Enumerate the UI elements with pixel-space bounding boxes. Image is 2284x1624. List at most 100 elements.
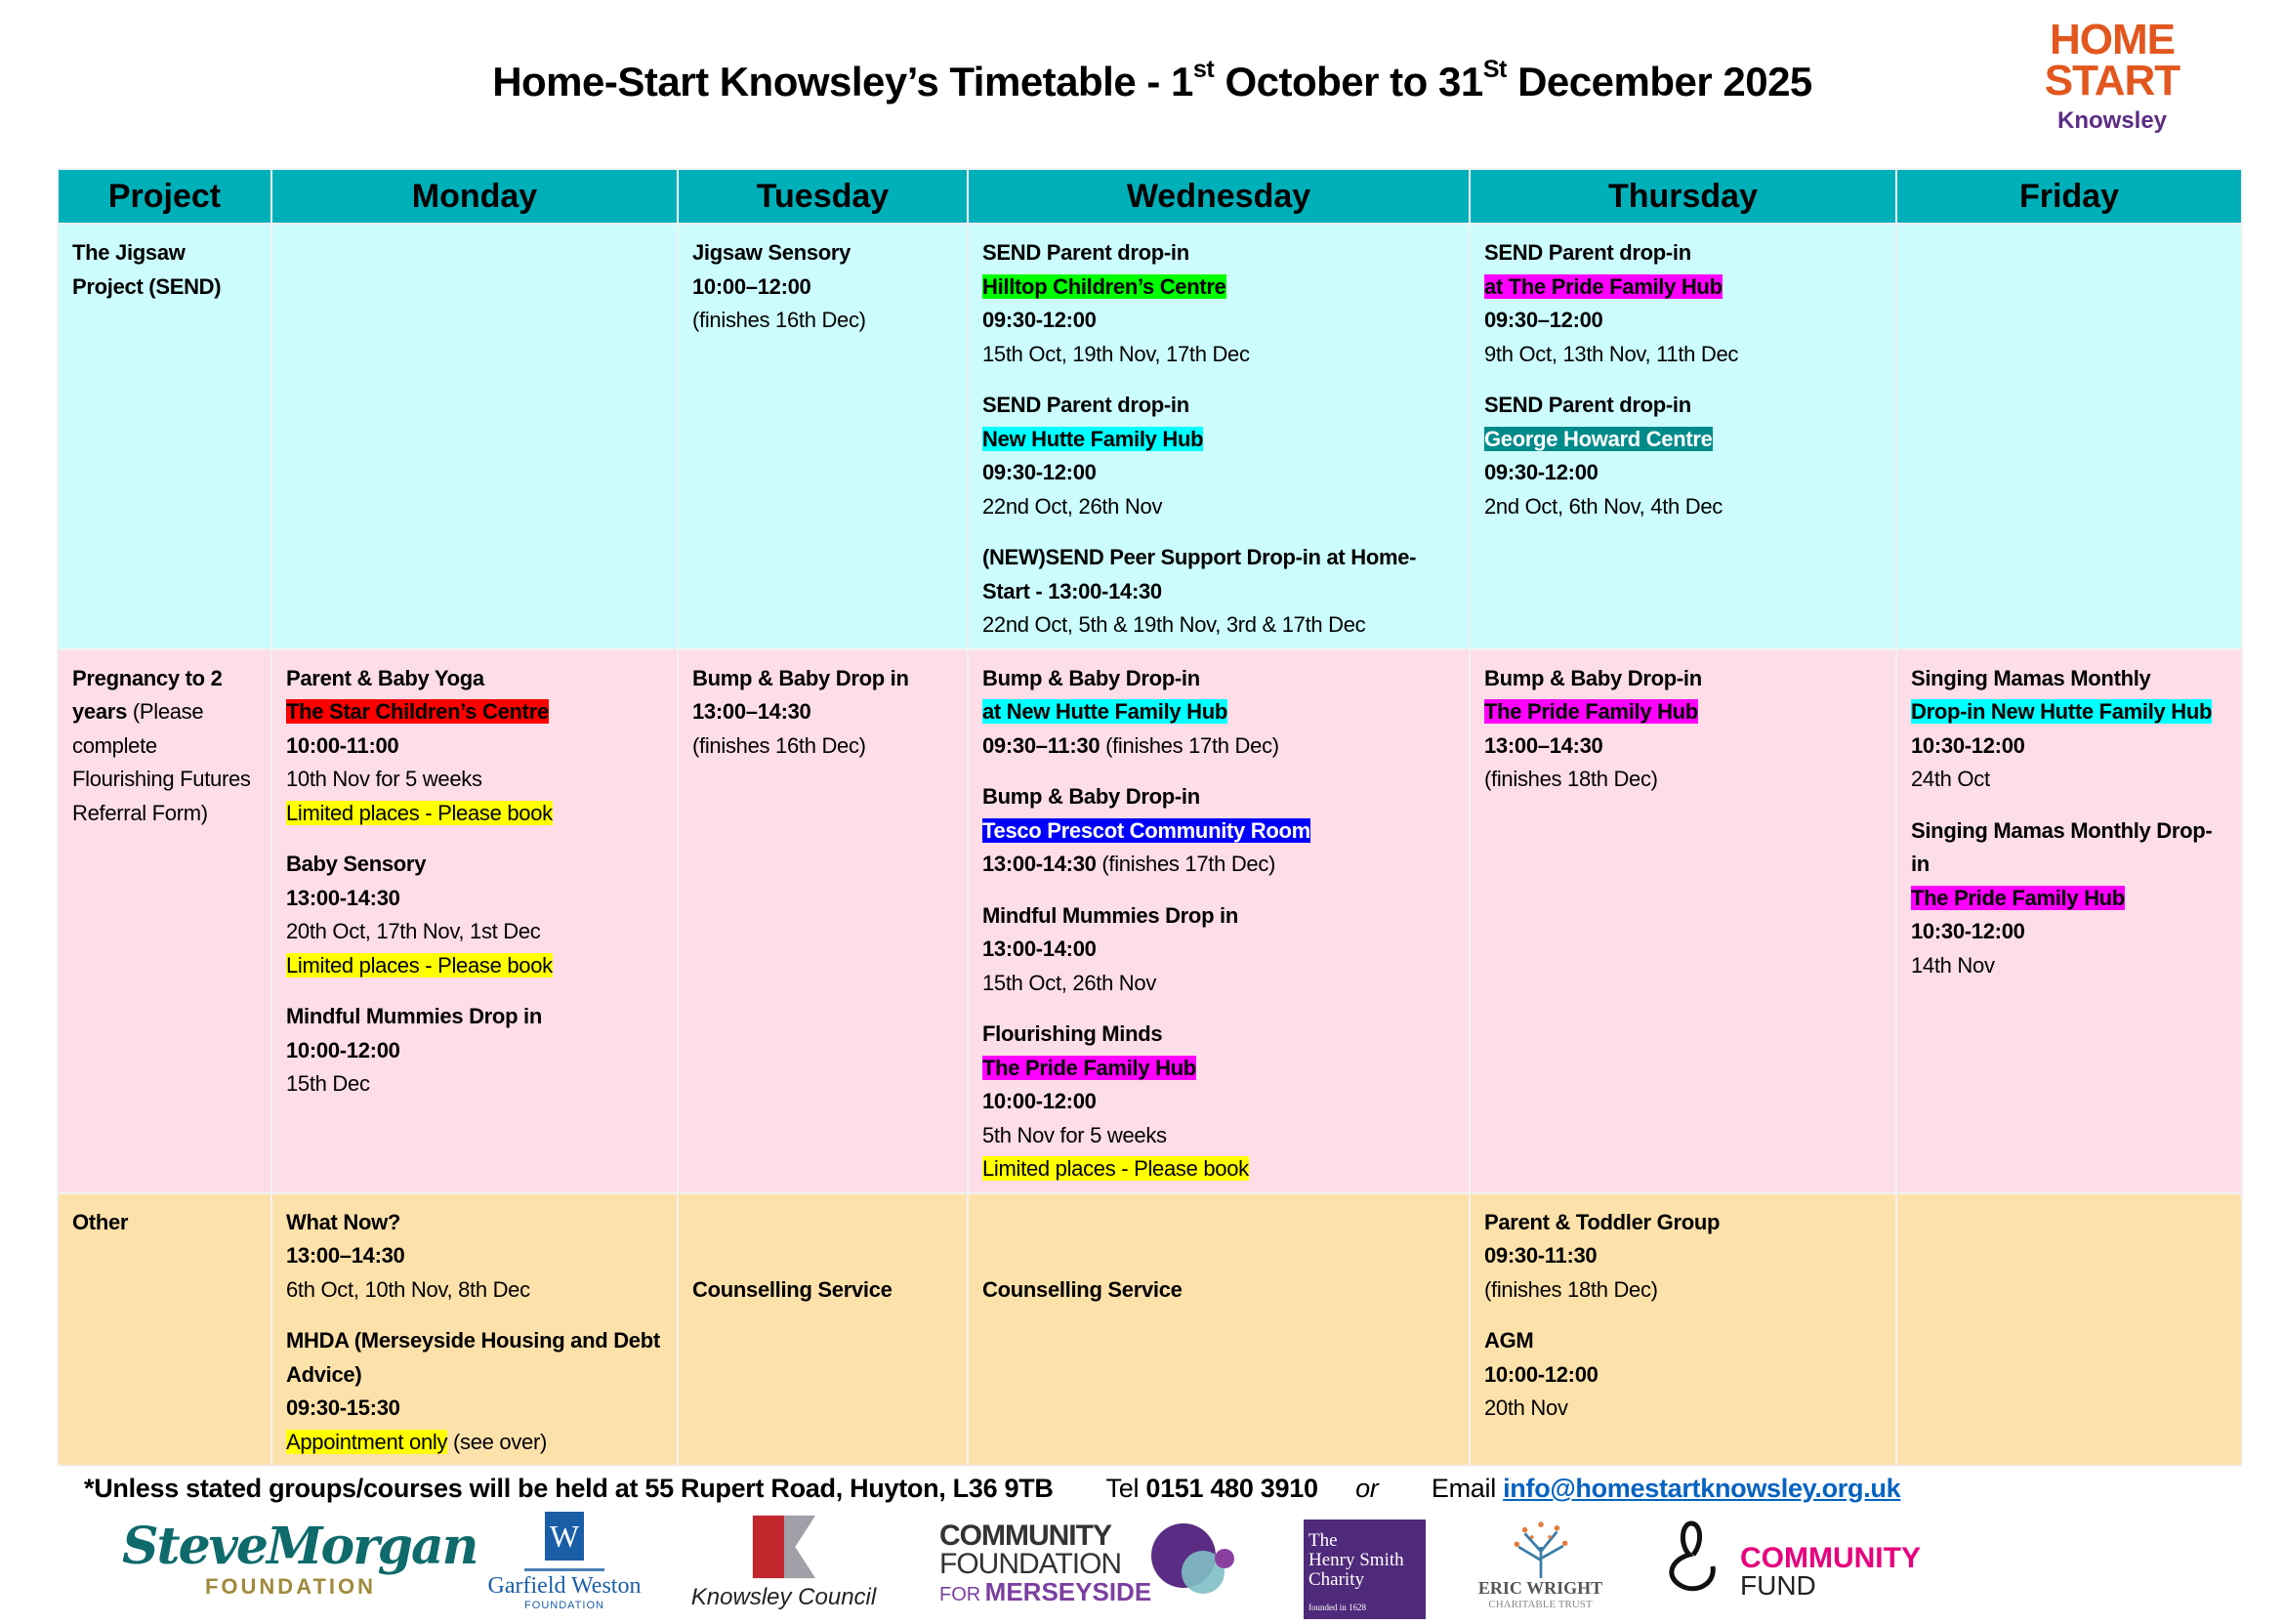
cell-text: Parent & Toddler Group <box>1484 1209 1721 1234</box>
session-line: The Pride Family Hub <box>1484 695 1882 729</box>
logo-text: COMMUNITY <box>1740 1542 1921 1574</box>
session-line: SEND Parent drop-in <box>1484 389 1882 423</box>
column-header-tuesday: Tuesday <box>677 168 969 225</box>
session-line: 10:00-11:00 <box>286 729 663 764</box>
session-line: 09:30-15:30 <box>286 1392 663 1426</box>
page-body: Project Monday Tuesday Wednesday Thursday Fri… <box>0 168 2284 1624</box>
cell-text: The Jigsaw Project (SEND) <box>72 240 222 299</box>
session-block: Bump & Baby Drop-in at New Hutte Family H… <box>982 662 1455 764</box>
schedule-cell-friday: Singing Mamas Monthly Drop-in New Hutte F… <box>1895 647 2243 1194</box>
session-block: Counselling Service <box>692 1273 953 1308</box>
or-text: or <box>1355 1474 1379 1503</box>
tree-icon <box>1514 1521 1567 1578</box>
session-line: The Pride Family Hub <box>982 1052 1455 1086</box>
circles-icon <box>1151 1523 1234 1594</box>
session-line: Singing Mamas Monthly <box>1911 662 2227 696</box>
cell-text: 22nd Oct, 5th & 19th Nov, 3rd & 17th Dec <box>982 612 1366 637</box>
knowsley-mark-icon <box>752 1515 815 1579</box>
session-line: 09:30-12:00 <box>982 304 1455 338</box>
session-block: Bump & Baby Drop-in Tesco Prescot Communi… <box>982 780 1455 882</box>
cell-text: 10th Nov for 5 weeks <box>286 767 482 791</box>
session-line: 22nd Oct, 5th & 19th Nov, 3rd & 17th Dec <box>982 608 1455 643</box>
schedule-cell-monday <box>270 223 679 650</box>
funder-logos: SteveMorgan FOUNDATION W Garfield Weston… <box>0 1512 2284 1624</box>
cell-text: What Now? <box>286 1209 401 1234</box>
home-start-logo: HOME START Knowsley <box>2039 19 2185 151</box>
cell-text: Baby Sensory <box>286 852 427 876</box>
eric-wright-trust-logo: ERIC WRIGHT CHARITABLE TRUST <box>1474 1516 1606 1610</box>
cell-text: Bump & Baby Drop-in <box>982 665 1200 690</box>
steve-morgan-foundation-logo: SteveMorgan FOUNDATION <box>122 1517 478 1600</box>
schedule-cell-friday <box>1895 1191 2243 1467</box>
cell-text: SEND Parent drop-in <box>982 240 1189 265</box>
session-line: (finishes 16th Dec) <box>692 304 953 338</box>
session-line: What Now? <box>286 1206 663 1240</box>
session-line: Hilltop Children’s Centre <box>982 271 1455 305</box>
highlighted-text: at The Pride Family Hub <box>1484 273 1723 299</box>
cell-text: 10:00-12:00 <box>1484 1361 1599 1387</box>
cell-text: 09:30-12:00 <box>982 308 1097 332</box>
session-line: Bump & Baby Drop in <box>692 662 953 696</box>
session-line: 10th Nov for 5 weeks <box>286 763 663 797</box>
session-block: MHDA (Merseyside Housing and Debt Advice… <box>286 1324 663 1459</box>
logo-subtext: FOUNDATION <box>204 1574 377 1599</box>
project-cell: The Jigsaw Project (SEND) <box>57 223 272 650</box>
henry-smith-charity-logo: The Henry Smith Charity founded in 1628 <box>1304 1520 1426 1619</box>
session-line: 9th Oct, 13th Nov, 11th Dec <box>1484 338 1882 372</box>
logo-text: SteveMorgan <box>122 1517 478 1576</box>
session-line: Baby Sensory <box>286 848 663 882</box>
cell-text: 22nd Oct, 26th Nov <box>982 493 1163 519</box>
session-line: 24th Oct <box>1911 763 2227 797</box>
session-block: Singing Mamas Monthly Drop- in The Pride … <box>1911 814 2227 983</box>
cell-text: Counselling Service <box>692 1276 893 1302</box>
project-cell: Pregnancy to 2 years (Please complete Fl… <box>57 647 272 1194</box>
session-line: Counselling Service <box>692 1273 953 1308</box>
session-line: 09:30–12:00 <box>1484 304 1882 338</box>
logo-rule <box>524 1568 604 1571</box>
session-block: SEND Parent drop-in George Howard Centre 0… <box>1484 389 1882 523</box>
cell-text: 2nd Oct, 6th Nov, 4th Dec <box>1484 493 1723 519</box>
cell-text: Bump & Baby Drop-in <box>982 784 1200 809</box>
session-line: Mindful Mummies Drop in <box>286 1000 663 1034</box>
session-block: Mindful Mummies Drop in 13:00-14:00 15th O… <box>982 899 1455 1001</box>
phone-number: 0151 480 3910 <box>1145 1474 1318 1503</box>
session-line: 15th Oct, 19th Nov, 17th Dec <box>982 338 1455 372</box>
session-line: 13:00–14:30 <box>692 695 953 729</box>
session-line: The Pride Family Hub <box>1911 882 2227 916</box>
session-line: 14th Nov <box>1911 949 2227 983</box>
cell-text: (finishes 17th Dec) <box>1100 732 1279 758</box>
session-block: (NEW)SEND Peer Support Drop-in at Home-S… <box>982 541 1455 643</box>
email-link[interactable]: info@homestartknowsley.org.uk <box>1503 1474 1901 1503</box>
cell-text: Jigsaw Sensory <box>692 240 851 265</box>
cell-text: 10:00-12:00 <box>286 1037 400 1062</box>
session-block: Counselling Service <box>982 1273 1455 1308</box>
highlighted-text: Limited places - Please book <box>286 800 553 825</box>
schedule-cell-tuesday: Bump & Baby Drop in 13:00–14:30 (finishes … <box>677 647 969 1194</box>
session-line: 09:30-11:30 <box>1484 1239 1882 1273</box>
session-block: AGM 10:00-12:00 20th Nov <box>1484 1324 1882 1426</box>
logo-text: founded in 1628 <box>1308 1603 1366 1612</box>
logo-text: Henry Smith <box>1308 1550 1404 1570</box>
schedule-cell-monday: Parent & Baby Yoga The Star Children’s Ce… <box>270 647 679 1194</box>
schedule-cell-wednesday: SEND Parent drop-in Hilltop Children’s C… <box>967 223 1471 650</box>
cell-text: 10:30-12:00 <box>1911 732 2025 758</box>
cell-text: 24th Oct <box>1911 767 1990 791</box>
session-line: 15th Oct, 26th Nov <box>982 967 1455 1001</box>
highlighted-text: The Pride Family Hub <box>1484 699 1698 724</box>
table-row: Pregnancy to 2 years (Please complete Fl… <box>57 647 2243 1194</box>
session-line: 09:30-12:00 <box>1484 456 1882 490</box>
session-line: New Hutte Family Hub <box>982 423 1455 457</box>
session-line: SEND Parent drop-in <box>982 236 1455 271</box>
logo-text: CHARITABLE TRUST <box>1488 1599 1593 1610</box>
cell-text: 15th Oct, 26th Nov <box>982 970 1157 995</box>
header-row: Project Monday Tuesday Wednesday Thursday Fri… <box>57 168 2243 225</box>
cell-text: (finishes 18th Dec) <box>1484 767 1658 791</box>
cell-text: 13:00–14:30 <box>692 699 811 724</box>
cell-text: 13:00–14:30 <box>1484 732 1603 758</box>
session-block: Parent & Baby Yoga The Star Children’s Ce… <box>286 662 663 831</box>
logo-text: The <box>1308 1530 1338 1551</box>
garfield-weston-logo: W Garfield Weston FOUNDATION <box>477 1512 652 1611</box>
session-line: 10:30-12:00 <box>1911 729 2227 764</box>
cell-text: (NEW)SEND Peer Support Drop-in at Home-S… <box>982 545 1417 604</box>
session-line: Appointment only (see over) <box>286 1426 663 1460</box>
